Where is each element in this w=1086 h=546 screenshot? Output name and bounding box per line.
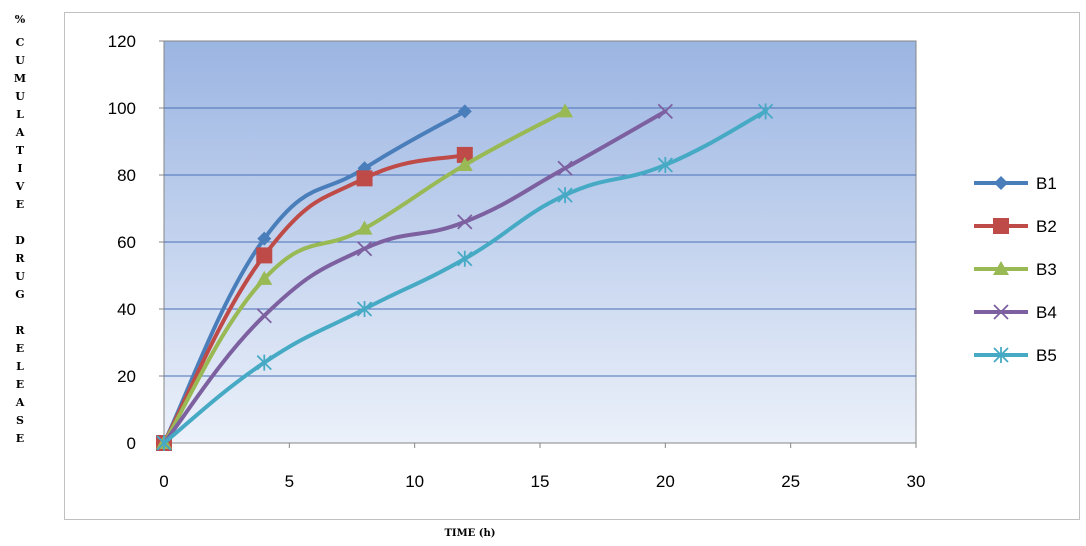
x-tick-label: 20 — [656, 472, 675, 491]
y-tick-label: 100 — [108, 99, 136, 118]
legend-label: B1 — [1036, 174, 1057, 193]
x-tick-label: 5 — [285, 472, 294, 491]
legend-item-b4: B4 — [974, 303, 1057, 322]
x-tick-label: 10 — [405, 472, 424, 491]
x-tick-label: 25 — [781, 472, 800, 491]
y-tick-label: 120 — [108, 32, 136, 51]
y-tick-label: 40 — [117, 300, 136, 319]
legend-item-b5: B5 — [974, 346, 1057, 365]
legend-item-b1: B1 — [974, 174, 1057, 193]
y-tick-label: 60 — [117, 233, 136, 252]
y-tick-label: 80 — [117, 166, 136, 185]
legend-item-b2: B2 — [974, 217, 1057, 236]
legend-label: B3 — [1036, 260, 1057, 279]
legend-label: B5 — [1036, 346, 1057, 365]
data-point — [994, 176, 1008, 190]
y-tick-label: 0 — [127, 434, 136, 453]
data-point — [993, 218, 1009, 234]
x-tick-label: 0 — [159, 472, 168, 491]
legend-label: B2 — [1036, 217, 1057, 236]
y-tick-label: 20 — [117, 367, 136, 386]
x-axis-title: TIME (h) — [400, 528, 540, 539]
legend-label: B4 — [1036, 303, 1057, 322]
x-tick-label: 15 — [531, 472, 550, 491]
data-point — [256, 247, 272, 263]
x-tick-label: 30 — [907, 472, 926, 491]
legend-item-b3: B3 — [974, 260, 1057, 279]
data-point — [357, 170, 373, 186]
